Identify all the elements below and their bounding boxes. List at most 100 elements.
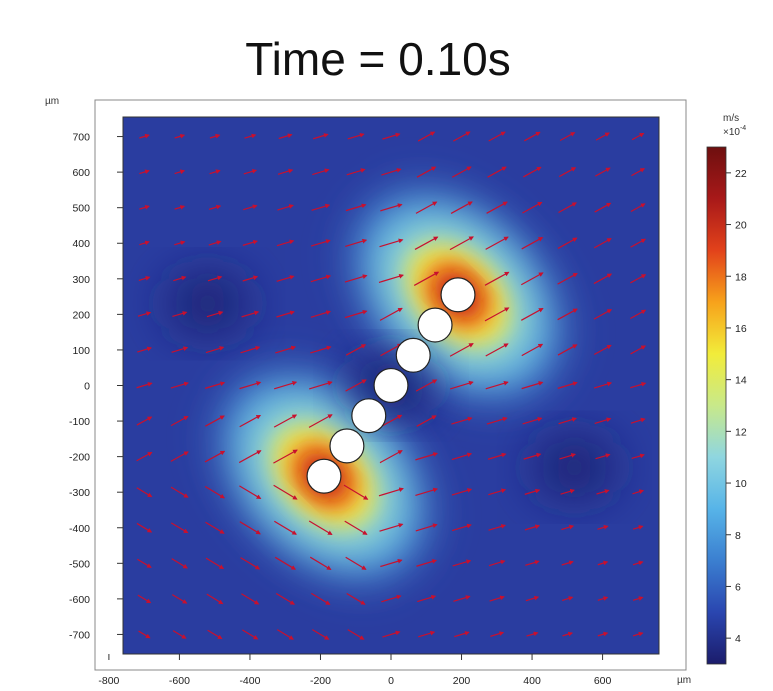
velocity-arrow [139,205,150,210]
velocity-arrow [170,451,189,462]
velocity-arrow [418,630,436,638]
velocity-arrow [206,310,224,318]
velocity-arrow [596,489,610,495]
velocity-arrow [525,595,540,602]
velocity-arrow [345,379,367,392]
velocity-arrow [597,525,609,530]
velocity-arrow [557,381,578,389]
velocity-arrow [137,311,152,317]
y-tick-label: -400 [69,523,90,535]
velocity-arrow [273,449,298,464]
y-tick-label: -100 [69,416,90,428]
velocity-arrow [632,560,644,566]
velocity-arrow [136,522,153,533]
velocity-arrow [240,557,261,570]
velocity-arrow [346,592,366,605]
velocity-arrow [380,203,403,212]
velocity-arrow [562,631,574,637]
velocity-arrow [382,132,401,140]
velocity-arrow [379,238,404,248]
velocity-arrow [277,168,294,175]
velocity-arrow [276,629,294,640]
velocity-arrow [205,521,225,534]
velocity-arrow [207,629,223,640]
velocity-arrow [209,133,221,139]
y-tick-label: 700 [72,132,90,144]
particle [351,398,387,434]
velocity-arrow [488,559,506,567]
velocity-arrow [559,453,577,460]
y-tick-label: 100 [72,345,90,357]
velocity-arrow [597,560,609,566]
velocity-arrow [205,557,225,570]
velocity-arrow [379,307,403,321]
velocity-arrow [595,453,611,460]
velocity-arrow [630,238,647,248]
y-tick-label: -700 [69,629,90,641]
y-tick-label: 400 [72,238,90,250]
velocity-arrow [380,558,403,568]
velocity-arrow [450,201,473,214]
velocity-arrow [630,382,647,389]
y-tick-label: -200 [69,452,90,464]
y-tick-label: -600 [69,594,90,606]
velocity-arrow [630,203,646,213]
velocity-arrow [489,595,505,602]
y-tick-label: 600 [72,167,90,179]
velocity-arrow [380,343,403,357]
velocity-arrow [484,271,510,286]
velocity-arrow [559,132,576,142]
velocity-arrow [308,414,333,428]
velocity-arrow [208,240,222,246]
velocity-arrow [597,596,609,601]
colorbar-gradient [706,146,727,665]
velocity-arrow [593,273,613,285]
velocity-arrow [206,593,224,605]
velocity-arrow [138,630,151,639]
velocity-arrow [453,595,471,602]
velocity-arrow [207,275,223,282]
velocity-arrow [597,631,609,637]
plot-frame [94,99,687,671]
velocity-arrow [526,631,539,637]
velocity-arrow [242,275,259,282]
velocity-arrow [521,343,544,357]
velocity-arrow [239,414,262,428]
velocity-arrow [521,237,544,250]
velocity-arrow [451,452,473,461]
velocity-arrow [345,238,368,247]
x-tick-label: -400 [239,675,260,687]
chart-title: Time = 0.10s [245,33,510,85]
low-velocity-region [535,439,614,496]
velocity-arrow [173,275,187,282]
velocity-arrow [522,417,543,425]
velocity-arrow [485,343,509,357]
velocity-arrow [204,485,226,499]
velocity-arrow [275,345,297,354]
velocity-arrow [487,166,507,178]
y-tick-label: -300 [69,487,90,499]
velocity-arrow [417,594,437,603]
velocity-arrow [308,520,333,536]
velocity-arrow [136,416,153,426]
velocity-arrow [415,452,439,461]
velocity-arrow [521,381,544,390]
velocity-arrow [450,380,474,390]
velocity-arrow [312,629,330,640]
velocity-arrow [487,452,507,460]
velocity-arrow [378,487,404,497]
velocity-arrow [451,523,472,532]
velocity-arrow [174,169,186,175]
velocity-arrow [209,169,221,175]
velocity-arrow [275,592,296,605]
velocity-arrow [139,169,150,175]
velocity-arrow [136,451,153,462]
colorbar: m/s ×10-4 22 20 18 16 14 12 10 8 6 4 [706,113,747,665]
velocity-arrow [242,629,259,640]
velocity-arrow [344,520,368,535]
velocity-arrow [630,309,647,320]
velocity-arrow [557,344,578,356]
velocity-arrow [347,132,365,140]
low-velocity-region [168,275,247,332]
